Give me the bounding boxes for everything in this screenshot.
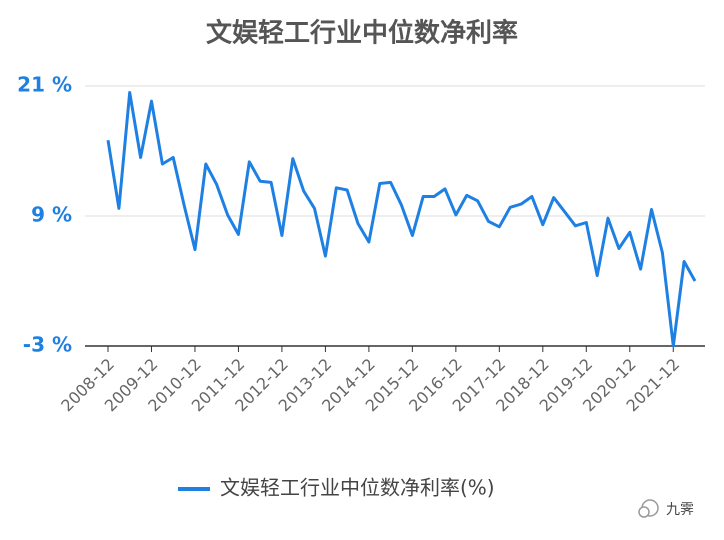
watermark-icon — [638, 499, 659, 518]
chart-title: 文娱轻工行业中位数净利率 — [206, 18, 518, 49]
data-line — [106, 91, 697, 348]
legend-label: 文娱轻工行业中位数净利率(%) — [220, 476, 495, 500]
watermark: 九霁 — [666, 502, 694, 518]
y-tick-label: 9 % — [31, 203, 72, 227]
y-tick-label: -3 % — [23, 333, 72, 357]
y-tick-label: 21 % — [17, 73, 72, 97]
